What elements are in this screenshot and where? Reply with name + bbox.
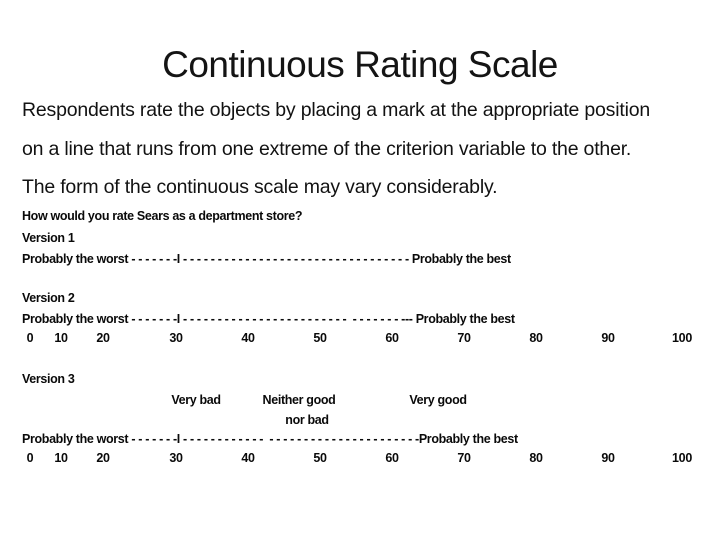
anchor-neither-good: Neither good (262, 393, 336, 407)
tick-label-10: 10 (54, 451, 68, 465)
tick-label-20: 20 (96, 331, 110, 345)
tick-label-80: 80 (529, 331, 543, 345)
version-2-tick-row: 0 10 20 30 40 50 60 70 80 90 100 (0, 331, 720, 346)
tick-label-0: 0 (26, 331, 34, 345)
tick-label-60: 60 (385, 451, 399, 465)
tick-label-60: 60 (385, 331, 399, 345)
version-1-label: Version 1 (22, 231, 75, 245)
tick-label-20: 20 (96, 451, 110, 465)
version-1-scale-line: Probably the worst - - - - - - -I - - - … (22, 252, 511, 266)
tick-label-30: 30 (169, 331, 183, 345)
anchor-very-good: Very good (409, 393, 467, 407)
tick-label-0: 0 (26, 451, 34, 465)
body-line-2: on a line that runs from one extreme of … (22, 137, 632, 160)
tick-label-40: 40 (241, 451, 255, 465)
tick-label-10: 10 (54, 331, 68, 345)
slide-title: Continuous Rating Scale (162, 44, 558, 85)
version-2-label: Version 2 (22, 291, 75, 305)
body-line-1: Respondents rate the objects by placing … (22, 99, 651, 121)
anchor-very-bad: Very bad (171, 393, 221, 407)
version-2-scale-line: Probably the worst - - - - - - -I - - - … (22, 312, 515, 326)
tick-label-30: 30 (169, 451, 183, 465)
tick-label-70: 70 (457, 451, 471, 465)
tick-label-80: 80 (529, 451, 543, 465)
anchor-nor-bad: nor bad (285, 413, 329, 427)
survey-question: How would you rate Sears as a department… (22, 209, 303, 223)
body-line-3: The form of the continuous scale may var… (22, 176, 498, 198)
tick-label-40: 40 (241, 331, 255, 345)
tick-label-100: 100 (672, 331, 692, 345)
version-3-tick-row: 0 10 20 30 40 50 60 70 80 90 100 (0, 451, 720, 466)
tick-label-90: 90 (601, 331, 615, 345)
tick-label-100: 100 (672, 451, 692, 465)
tick-label-70: 70 (457, 331, 471, 345)
slide-body: Respondents rate the objects by placing … (22, 91, 650, 207)
version-3-scale-line: Probably the worst - - - - - - -I - - - … (22, 432, 518, 446)
tick-label-90: 90 (601, 451, 615, 465)
version-3-label: Version 3 (22, 372, 75, 386)
tick-label-50: 50 (313, 451, 327, 465)
tick-label-50: 50 (313, 331, 327, 345)
